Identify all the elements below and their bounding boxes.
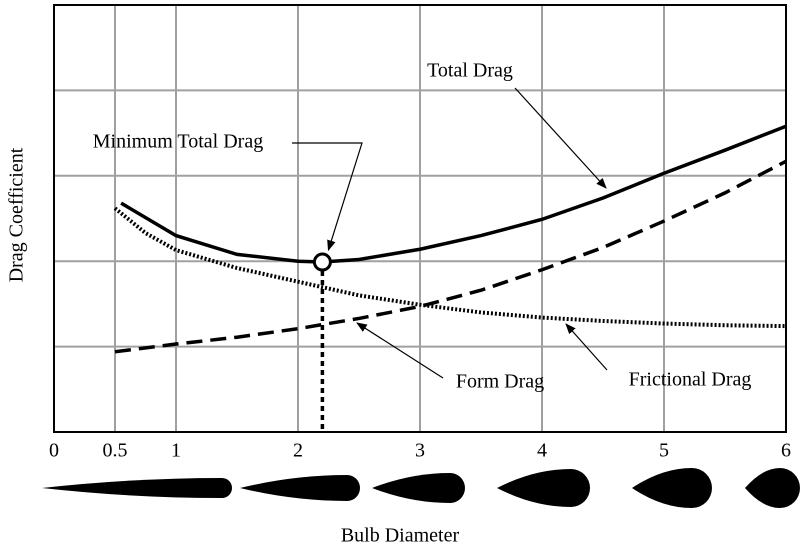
plot-border bbox=[53, 4, 787, 433]
annotation: Form Drag bbox=[456, 371, 544, 393]
annotation: Frictional Drag bbox=[629, 369, 752, 391]
x-tick-label: 0.5 bbox=[103, 440, 128, 462]
annotation-arrow bbox=[292, 142, 363, 252]
x-tick-label: 4 bbox=[537, 440, 547, 462]
x-axis-label: Bulb Diameter bbox=[341, 525, 460, 547]
plot: Total Drag Minimum Total Drag Form Drag Fri… bbox=[93, 60, 787, 432]
bulb-icon bbox=[372, 473, 465, 503]
annotation-arrow bbox=[356, 322, 444, 379]
x-tick-label: 3 bbox=[415, 440, 425, 462]
annotation-arrow bbox=[514, 87, 607, 189]
annotation-arrow bbox=[565, 323, 608, 371]
bulb-icons bbox=[42, 468, 800, 508]
bulb-icon bbox=[240, 475, 360, 501]
series-line bbox=[120, 124, 787, 264]
bulb-icon bbox=[745, 468, 800, 508]
minimum-marker bbox=[312, 252, 332, 272]
annotation: Minimum Total Drag bbox=[93, 131, 263, 153]
bulb-icon bbox=[42, 478, 232, 498]
annotation: Total Drag bbox=[427, 60, 513, 82]
series-line bbox=[113, 206, 787, 329]
bulb-icon bbox=[632, 468, 712, 508]
x-tick-label: 1 bbox=[171, 440, 181, 462]
x-tick-label: 0 bbox=[49, 440, 59, 462]
series-line bbox=[114, 159, 787, 354]
bulb-icon bbox=[497, 469, 590, 507]
grid: 0 0.5 1 2 3 4 5 6 bbox=[49, 4, 791, 462]
x-tick-label: 2 bbox=[293, 440, 303, 462]
x-tick-label: 5 bbox=[659, 440, 669, 462]
x-tick-label: 6 bbox=[781, 440, 791, 462]
y-axis-label: Drag Coefficient bbox=[6, 147, 28, 282]
